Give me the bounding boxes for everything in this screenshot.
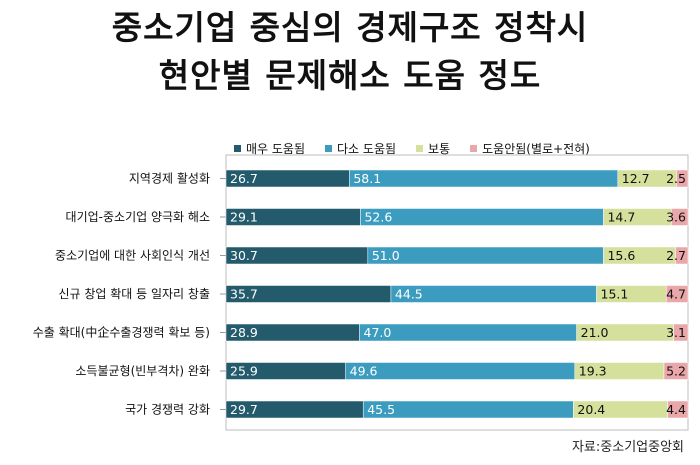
bar-segment-not-helpful	[671, 208, 689, 226]
legend-swatch-somewhat-helpful	[325, 145, 333, 152]
data-label-not-helpful: 2.5	[666, 171, 686, 186]
data-label-very-helpful: 26.7	[230, 171, 258, 186]
category-label: 지역경제 활성화	[129, 172, 210, 186]
legend-label-not-helpful: 도움안됨(별로+전혀)	[482, 142, 590, 156]
chart-title-line1: 중소기업 중심의 경제구조 정착시	[111, 8, 589, 47]
legend: 매우 도움됨 다소 도움됨 보통 도움안됨(별로+전혀)	[234, 140, 694, 157]
bar-segment-somewhat-helpful	[345, 362, 576, 380]
category-label: 신규 창업 확대 등 일자리 창출	[58, 287, 210, 301]
data-label-very-helpful: 28.9	[230, 325, 258, 340]
chart-title-line2: 현안별 문제해소 도움 정도	[158, 56, 542, 95]
bar-segment-not-helpful	[667, 400, 689, 419]
category-label: 대기업-중소기업 양극화 해소	[66, 210, 210, 224]
legend-item-neutral: 보통	[416, 140, 450, 157]
data-label-somewhat-helpful: 52.6	[364, 210, 392, 225]
data-label-not-helpful: 3.1	[666, 325, 686, 340]
bar-segment-not-helpful	[666, 285, 689, 303]
data-label-somewhat-helpful: 58.1	[353, 171, 381, 186]
legend-label-very-helpful: 매우 도움됨	[246, 142, 306, 156]
category-label: 소득불균형(빈부격차) 완화	[75, 364, 210, 378]
legend-item-very-helpful: 매우 도움됨	[234, 140, 305, 157]
data-label-somewhat-helpful: 51.0	[372, 248, 400, 263]
data-label-very-helpful: 30.7	[230, 248, 258, 263]
data-label-not-helpful: 4.7	[666, 287, 686, 302]
data-label-not-helpful: 4.4	[666, 402, 686, 417]
data-label-somewhat-helpful: 44.5	[395, 287, 423, 302]
data-label-somewhat-helpful: 45.5	[367, 402, 395, 417]
bar-segment-somewhat-helpful	[367, 246, 604, 265]
bar-segment-not-helpful	[675, 246, 689, 265]
bar-segment-somewhat-helpful	[359, 323, 577, 342]
data-label-somewhat-helpful: 47.0	[364, 325, 392, 340]
data-label-somewhat-helpful: 49.6	[350, 364, 378, 379]
legend-item-not-helpful: 도움안됨(별로+전혀)	[470, 140, 590, 157]
bar-segment-somewhat-helpful	[349, 169, 619, 188]
data-label-neutral: 15.1	[601, 287, 629, 302]
bar-segment-not-helpful	[676, 169, 689, 188]
data-label-neutral: 21.0	[581, 325, 609, 340]
category-label: 수출 확대(中企수출경쟁력 확보 등)	[33, 325, 210, 340]
legend-item-somewhat-helpful: 다소 도움됨	[325, 140, 396, 157]
data-label-neutral: 14.7	[607, 210, 635, 225]
source-note: 자료:중소기업중앙회	[571, 440, 684, 455]
bar-segment-somewhat-helpful	[360, 208, 604, 226]
legend-label-somewhat-helpful: 다소 도움됨	[337, 142, 397, 156]
category-label: 중소기업에 대한 사회인식 개선	[55, 249, 210, 263]
data-label-neutral: 15.6	[607, 248, 635, 263]
data-label-neutral: 12.7	[622, 171, 650, 186]
data-label-very-helpful: 25.9	[230, 364, 258, 379]
legend-swatch-not-helpful	[470, 145, 478, 152]
bar-segment-not-helpful	[663, 362, 689, 380]
data-label-not-helpful: 2.7	[666, 248, 686, 263]
data-label-neutral: 20.4	[577, 402, 605, 417]
data-label-not-helpful: 5.2	[666, 364, 686, 379]
bar-segment-not-helpful	[673, 323, 689, 342]
data-label-very-helpful: 29.7	[230, 402, 258, 417]
data-label-very-helpful: 35.7	[230, 287, 258, 302]
data-label-not-helpful: 3.6	[666, 210, 686, 225]
category-label: 국가 경쟁력 강화	[125, 403, 210, 417]
legend-swatch-neutral	[416, 145, 424, 152]
data-label-very-helpful: 29.1	[230, 210, 258, 225]
legend-swatch-very-helpful	[234, 145, 241, 152]
legend-label-neutral: 보통	[428, 142, 451, 156]
data-label-neutral: 19.3	[579, 364, 607, 379]
